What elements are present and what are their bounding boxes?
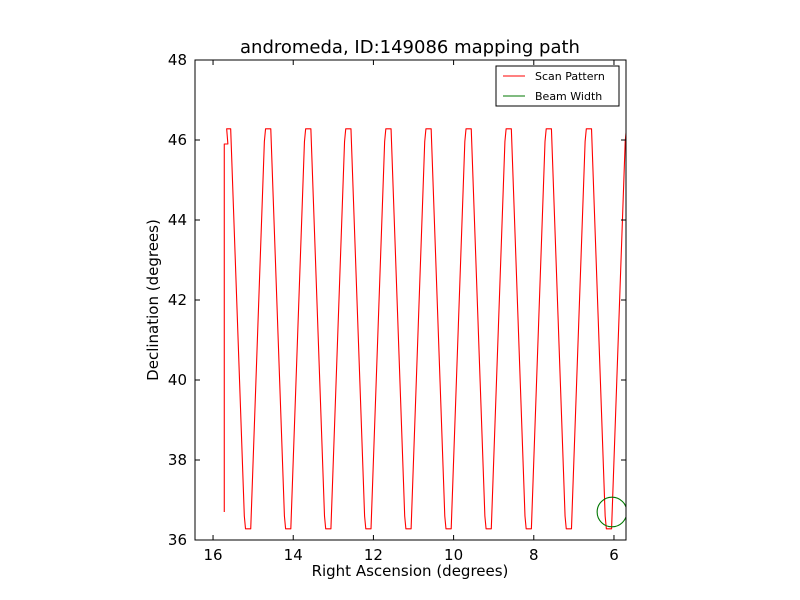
legend-label-scan-pattern: Scan Pattern xyxy=(535,70,605,83)
scan-pattern-line xyxy=(223,128,626,530)
x-tick-label: 10 xyxy=(444,546,463,564)
x-tick-label: 14 xyxy=(284,546,303,564)
y-tick-label: 38 xyxy=(168,451,187,469)
legend-box xyxy=(495,65,620,107)
chart-title: andromeda, ID:149086 mapping path xyxy=(240,37,580,58)
y-tick-label: 42 xyxy=(168,291,187,309)
x-axis-label: Right Ascension (degrees) xyxy=(312,562,509,580)
beam-width-circle xyxy=(596,496,626,528)
y-tick-label: 36 xyxy=(168,531,187,549)
legend: Scan Pattern Beam Width xyxy=(495,65,620,107)
y-tick-label: 46 xyxy=(168,131,187,149)
x-tick-label: 6 xyxy=(609,546,619,564)
y-tick-label: 48 xyxy=(168,51,187,69)
x-tick-label: 12 xyxy=(364,546,383,564)
y-tick-label: 40 xyxy=(168,371,187,389)
y-axis-label: Declination (degrees) xyxy=(144,219,162,381)
legend-label-beam-width: Beam Width xyxy=(535,90,602,103)
y-tick-label: 44 xyxy=(168,211,187,229)
x-tick-label: 8 xyxy=(529,546,539,564)
x-tick-label: 16 xyxy=(203,546,222,564)
